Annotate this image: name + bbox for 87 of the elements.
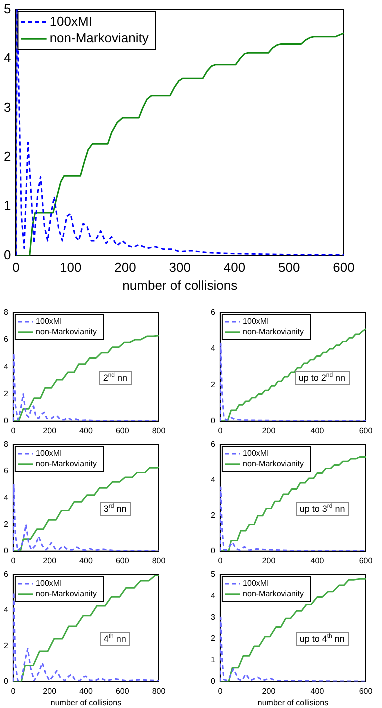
y-tick-label: 4 — [210, 591, 216, 600]
y-tick-label: 2 — [210, 634, 216, 644]
y-tick-label: 0 — [210, 546, 216, 556]
x-axis-title: number of collisions — [50, 698, 122, 708]
y-tick-label: 2 — [210, 380, 216, 390]
x-tick-label: 200 — [262, 426, 276, 436]
legend-label: non-Markovianity — [36, 328, 97, 337]
x-tick-label: 600 — [359, 426, 374, 436]
x-tick-label: 200 — [262, 556, 276, 566]
y-tick-label: 3 — [210, 612, 216, 622]
y-tick-label: 0 — [4, 546, 9, 556]
x-axis-title: number of collisions — [258, 698, 329, 708]
legend-label: 100xMI — [243, 317, 270, 326]
y-tick-label: 0 — [4, 247, 12, 262]
y-tick-label: 2 — [4, 389, 9, 398]
x-tick-label: 400 — [80, 686, 94, 696]
x-tick-label: 200 — [43, 686, 58, 696]
annotation: 4$^{th}$ nn — [100, 632, 130, 646]
legend-label: non-Markovianity — [243, 460, 304, 469]
y-tick-label: 3 — [4, 100, 12, 115]
x-tick-label: 300 — [169, 260, 191, 276]
x-tick-label: 400 — [80, 426, 94, 436]
x-tick-label: 800 — [152, 686, 166, 696]
legend-label: non-Markovianity — [243, 328, 304, 337]
x-tick-label: 0 — [218, 556, 224, 566]
x-tick-label: 600 — [359, 556, 374, 566]
y-tick-label: 2 — [210, 511, 216, 520]
y-tick-label: 0 — [210, 416, 216, 426]
x-tick-label: 400 — [80, 556, 94, 566]
y-tick-label: 4 — [210, 344, 216, 354]
x-tick-label: 400 — [310, 556, 325, 566]
annotation: 3$^{rd}$ nn — [100, 502, 131, 516]
x-tick-label: 500 — [278, 260, 300, 276]
y-tick-label: 0 — [210, 677, 216, 686]
legend-label: non-Markovianity — [50, 30, 150, 46]
y-tick-label: 2 — [4, 641, 9, 650]
y-tick-label: 6 — [210, 440, 216, 450]
y-tick-label: 1 — [4, 198, 12, 214]
y-tick-label: 6 — [4, 570, 9, 580]
x-tick-label: 200 — [114, 260, 136, 276]
y-tick-label: 6 — [4, 466, 9, 476]
legend-label: non-Markovianity — [243, 590, 304, 599]
y-tick-label: 5 — [4, 1, 12, 16]
x-tick-label: 100 — [60, 260, 82, 276]
y-tick-label: 4 — [4, 493, 9, 502]
y-tick-label: 0 — [4, 677, 9, 686]
x-tick-label: 400 — [310, 426, 325, 436]
legend-label: non-Markovianity — [36, 590, 97, 599]
annotation: up to 3$^{rd}$ nn — [296, 502, 350, 516]
x-tick-label: 600 — [116, 426, 130, 436]
legend-label: 100xMI — [36, 579, 62, 588]
x-tick-label: 200 — [262, 686, 276, 696]
y-tick-label: 1 — [210, 656, 216, 665]
x-tick-label: 600 — [116, 556, 130, 566]
annotation: up to 4$^{th}$ nn — [296, 632, 349, 646]
x-tick-label: 800 — [152, 426, 166, 436]
x-tick-label: 600 — [359, 686, 374, 696]
y-tick-label: 4 — [4, 50, 12, 66]
y-tick-label: 0 — [4, 416, 9, 426]
y-tick-label: 4 — [4, 606, 9, 615]
y-tick-label: 4 — [210, 476, 216, 485]
x-axis-title: number of collisions — [122, 278, 238, 293]
x-tick-label: 400 — [224, 260, 246, 276]
x-tick-label: 600 — [333, 260, 355, 276]
y-tick-label: 4 — [4, 362, 9, 372]
legend-label: 100xMI — [36, 449, 62, 458]
y-tick-label: 5 — [210, 570, 216, 580]
legend-label: 100xMI — [243, 449, 270, 458]
x-tick-label: 200 — [43, 426, 58, 436]
y-tick-label: 8 — [4, 308, 9, 318]
annotation: 2$^{nd}$ nn — [99, 370, 132, 385]
legend-label: non-Markovianity — [36, 460, 97, 469]
x-tick-label: 400 — [310, 686, 325, 696]
x-tick-label: 600 — [116, 686, 130, 696]
x-tick-label: 0 — [218, 426, 224, 436]
y-tick-label: 8 — [4, 440, 9, 450]
y-tick-label: 6 — [210, 308, 216, 318]
legend-label: 100xMI — [36, 317, 62, 326]
y-tick-label: 6 — [4, 335, 9, 344]
legend-label: 100xMI — [243, 579, 270, 588]
x-tick-label: 800 — [152, 556, 166, 566]
annotation: up to 2$^{nd}$ nn — [294, 370, 350, 385]
legend-label: 100xMI — [50, 14, 92, 29]
x-tick-label: 200 — [43, 556, 58, 566]
y-tick-label: 2 — [4, 520, 9, 529]
y-tick-label: 2 — [4, 148, 12, 164]
x-tick-label: 0 — [218, 686, 224, 696]
